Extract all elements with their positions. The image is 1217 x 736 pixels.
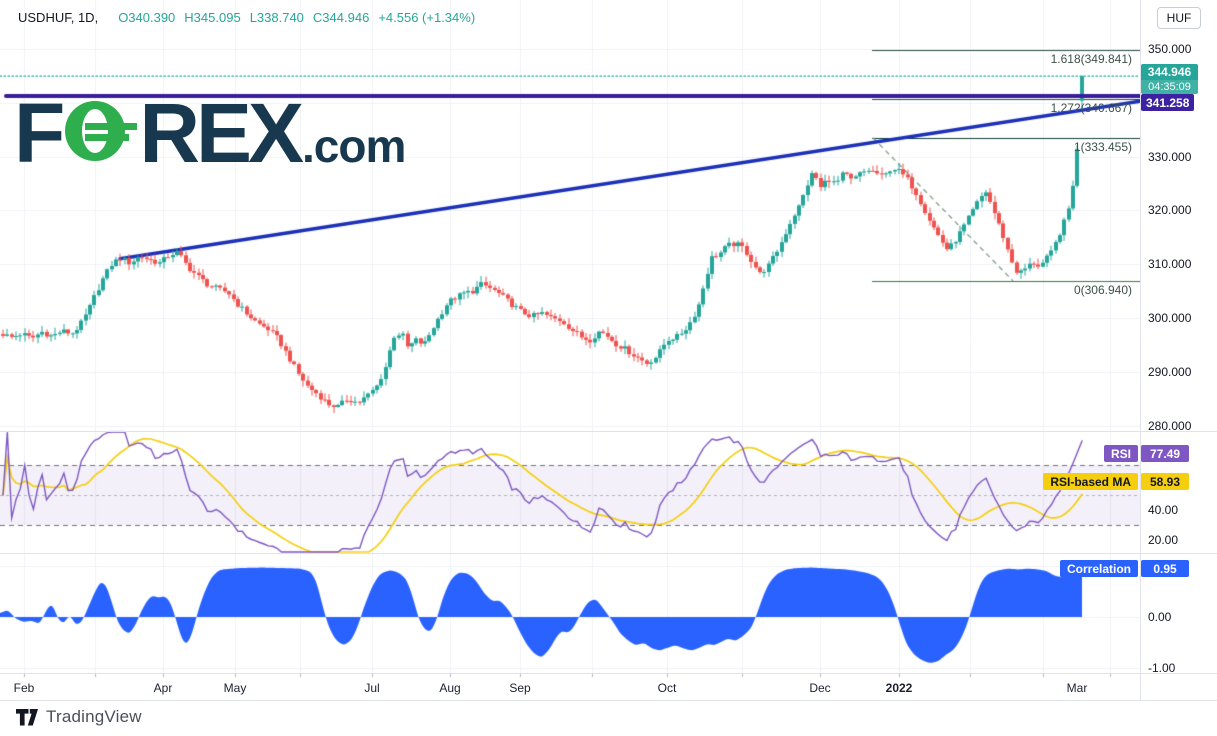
- forex-logo-rex: REX: [139, 86, 304, 180]
- forex-logo-f: F: [14, 86, 65, 180]
- legend-open: O340.390: [118, 10, 176, 25]
- price-tick: 310.000: [1148, 257, 1192, 272]
- rsi-tick: 20.00: [1148, 532, 1179, 547]
- time-axis-label: Apr: [153, 681, 173, 695]
- chart-bottom-border: [0, 700, 1217, 701]
- legend-high: H345.095: [184, 10, 241, 25]
- price-scale-border: [1140, 0, 1141, 700]
- time-axis-label: May: [223, 681, 247, 695]
- price-tick: 330.000: [1148, 149, 1192, 164]
- fib-level-label: 1.618(349.841): [1050, 51, 1132, 66]
- rsi-value-badge: 77.49: [1141, 445, 1189, 463]
- chart-canvas[interactable]: [0, 0, 1140, 700]
- price-tick: 320.000: [1148, 203, 1192, 218]
- time-axis-separator: [0, 673, 1217, 674]
- correlation-value-badge: 0.95: [1141, 560, 1189, 578]
- last-price-badge: 344.946 04:35:09: [1141, 64, 1198, 95]
- symbol-legend: USDHUF, 1D, O340.390 H345.095 L338.740 C…: [18, 10, 484, 25]
- legend-low: L338.740: [249, 10, 304, 25]
- time-axis-label: Aug: [439, 681, 461, 695]
- legend-close: C344.946: [312, 10, 370, 25]
- rsi-ma-value-badge: 58.93: [1141, 473, 1189, 491]
- bar-countdown: 04:35:09: [1141, 80, 1198, 95]
- time-axis-label: Sep: [509, 681, 531, 695]
- rsi-tick: 40.00: [1148, 502, 1179, 517]
- price-tick: 280.000: [1148, 418, 1192, 433]
- forex-logo-com: .com: [302, 120, 406, 172]
- time-axis-label: Oct: [657, 681, 677, 695]
- rsi-ma-indicator-label[interactable]: RSI-based MA: [1043, 473, 1138, 491]
- fib-level-label: 1.272(340.667): [1050, 101, 1132, 116]
- symbol-title[interactable]: USDHUF, 1D,: [18, 10, 99, 25]
- tradingview-logo-icon: [16, 708, 38, 725]
- price-tick: 350.000: [1148, 42, 1192, 56]
- time-axis-label: Jul: [364, 681, 380, 695]
- time-axis-label: Feb: [13, 681, 35, 695]
- tradingview-brand-text: TradingView: [46, 707, 142, 726]
- drawn-line-price-badge: 341.258: [1141, 94, 1195, 112]
- price-tick: 300.000: [1148, 310, 1192, 325]
- correlation-indicator-label[interactable]: Correlation: [1059, 560, 1138, 578]
- correlation-tick: 0.00: [1148, 610, 1172, 624]
- tradingview-attribution[interactable]: TradingView: [16, 707, 142, 727]
- currency-unit-button[interactable]: HUF: [1157, 7, 1201, 29]
- time-axis-label: Dec: [809, 681, 831, 695]
- price-tick: 290.000: [1148, 364, 1192, 379]
- fib-level-label: 1(333.455): [1073, 140, 1132, 154]
- forex-logo-o-icon: [65, 101, 138, 161]
- pane-separator-main-rsi[interactable]: [0, 431, 1217, 432]
- fib-level-label: 0(306.940): [1073, 282, 1132, 297]
- last-price-value: 344.946: [1141, 64, 1198, 81]
- pane-separator-rsi-corr[interactable]: [0, 553, 1217, 554]
- time-axis-label: Mar: [1066, 681, 1088, 695]
- time-axis-label: 2022: [885, 681, 913, 695]
- time-axis[interactable]: [0, 673, 1217, 700]
- forex-watermark: F REX .com: [14, 86, 406, 180]
- legend-change: +4.556 (+1.34%): [378, 10, 476, 25]
- rsi-indicator-label[interactable]: RSI: [1103, 445, 1138, 463]
- correlation-tick: -1.00: [1148, 661, 1176, 675]
